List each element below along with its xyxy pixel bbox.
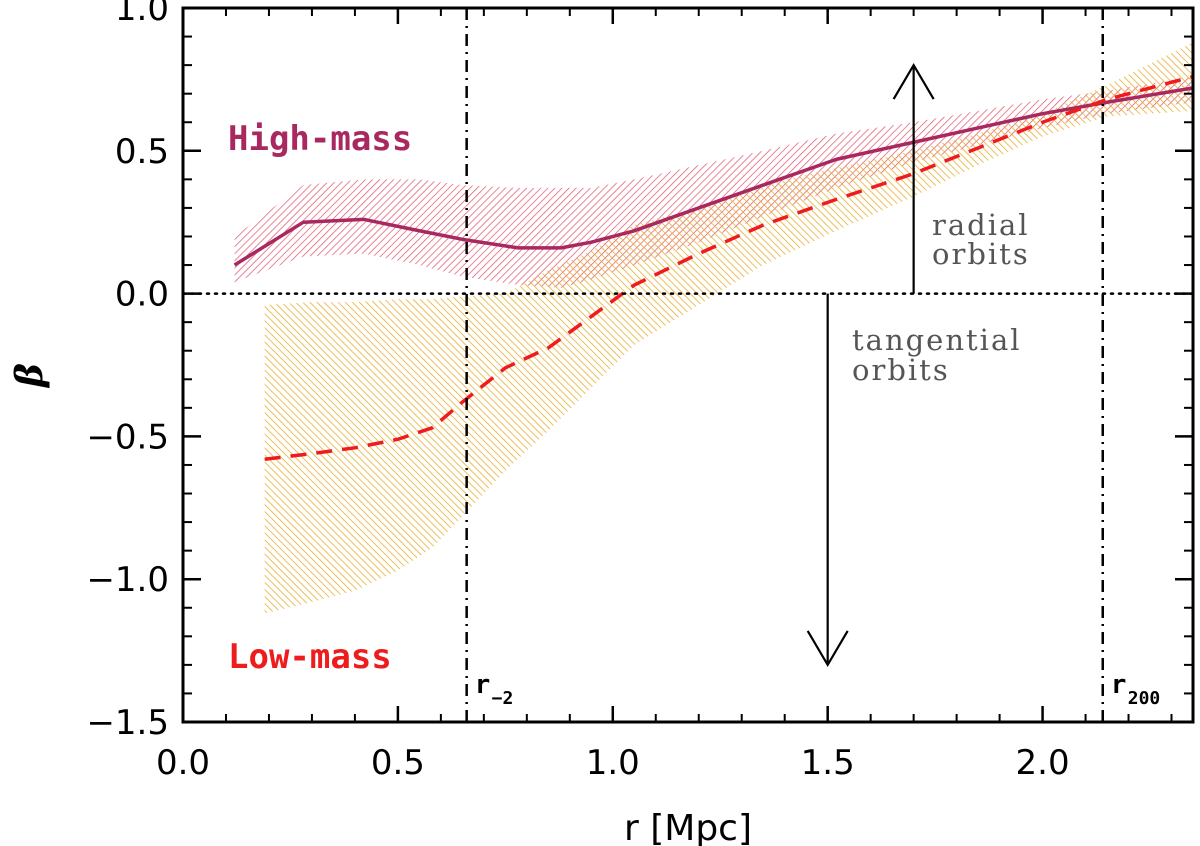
y-tick-label: −1.0 [86,560,169,600]
x-tick-label: 2.0 [1016,743,1070,783]
legend-low-mass: Low-mass [228,637,392,677]
x-tick-label: 0.0 [156,743,210,783]
radial-label-line2: orbits [932,237,1030,271]
y-tick-label: 0.5 [115,132,169,172]
x-tick-label: 1.5 [801,743,855,783]
r200-subscript: 200 [1128,688,1161,709]
y-tick-label: −0.5 [86,417,169,457]
radial-label-line1: radial [932,208,1030,242]
high-mass-line [233,86,1193,267]
r-minus2-subscript: −2 [492,688,514,709]
x-axis-title: r [Mpc] [624,808,752,846]
r200-label: r [1111,670,1127,700]
y-tick-label: −1.5 [86,703,169,743]
lines-layer [233,74,1193,461]
radial-arrow-head [892,62,935,100]
x-tick-label: 1.0 [586,743,640,783]
low-mass-line [264,74,1193,461]
axes-layer: 0.0 0.5 1.0 1.5 2.0 1.0 0.5 0.0 −0.5 −1.0 −1.5 r [M… [9,0,1195,846]
high-mass-uncertainty-band [234,76,1193,288]
y-axis-title: β [9,363,51,389]
low-mass-uncertainty-band [264,42,1193,614]
tangential-arrow-head [806,630,849,668]
x-tick-label: 0.5 [371,743,425,783]
r-minus2-label: r [475,670,491,700]
bands-layer [234,42,1193,614]
y-tick-label: 0.0 [115,275,169,315]
y-tick-label: 1.0 [115,0,169,29]
legend-high-mass: High-mass [228,119,412,159]
tangential-label-line2: orbits [852,353,950,387]
annotations-layer: High-massLow-massradialorbitstangentialo… [228,62,1161,709]
plot-frame [181,6,1195,724]
tangential-label-line1: tangential [852,323,1022,357]
reference-lines-layer [181,8,1195,722]
